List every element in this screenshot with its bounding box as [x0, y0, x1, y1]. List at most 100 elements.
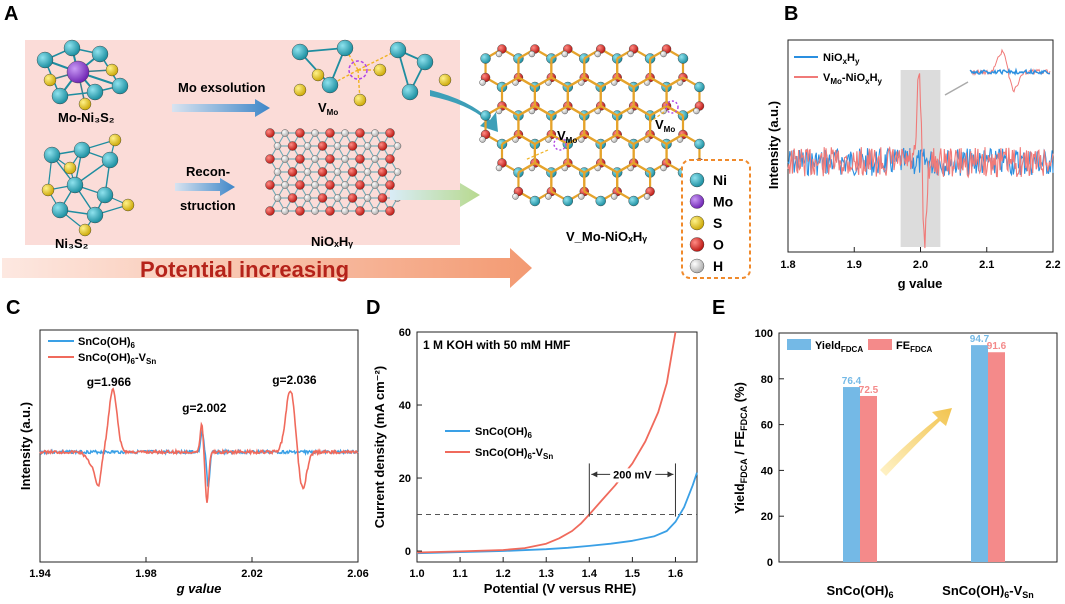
- h-atom: [363, 168, 372, 176]
- h-atom: [341, 207, 349, 215]
- panel-a-letter: A: [4, 3, 18, 25]
- o-atom: [265, 206, 275, 216]
- arrowhead-left: [591, 471, 598, 478]
- panel-e: E YieldFDCA FEFDCA 76.472.5 94.791.6 0 20 4…: [712, 297, 1058, 600]
- o-atom: [295, 154, 305, 164]
- ni-atom: [63, 39, 81, 57]
- o-atom: [385, 128, 395, 138]
- panel-e-bars: 76.472.5 94.791.6: [842, 334, 1007, 562]
- panel-b-xlabel: g value: [898, 276, 943, 291]
- panel-e-frame: [778, 332, 1058, 563]
- tick-label-c: 2.06: [347, 568, 368, 580]
- legend-atom-ni: [689, 172, 705, 188]
- bar-label-fe-1: 72.5: [859, 385, 879, 396]
- o-atom: [347, 141, 358, 151]
- honeycomb-bond: [534, 105, 552, 117]
- h-atom: [311, 155, 319, 163]
- o-atom: [385, 154, 395, 164]
- h-atom: [578, 193, 585, 200]
- o-atom: [295, 128, 305, 138]
- panel-c-annotations: g=1.966 g=2.002 g=2.036: [87, 373, 317, 415]
- honeycomb-bond: [633, 76, 651, 88]
- o-atom: [385, 206, 395, 216]
- panel-e-category-2: SnCo(OH)6-VSn: [942, 583, 1034, 600]
- ni3s2-structure: [41, 133, 135, 237]
- potential-increasing-banner: [2, 248, 532, 288]
- h-atom: [311, 207, 319, 215]
- mo-exsolution-label: Mo exsolution: [178, 80, 265, 95]
- legend-snco-vsn: SnCo(OH)6-VSn: [78, 352, 156, 366]
- legend-niox: NiOxHy: [823, 52, 860, 66]
- inset-niox: [969, 67, 1051, 76]
- legend-snco: SnCo(OH)6: [78, 336, 136, 350]
- h-atom: [495, 164, 503, 172]
- tick-label-d-y: 0: [405, 546, 411, 558]
- honeycomb-bond: [550, 162, 569, 174]
- h-atom: [273, 194, 282, 202]
- h-atom: [495, 50, 503, 58]
- tick-label-e-y: 100: [755, 328, 773, 340]
- o-atom: [287, 167, 298, 177]
- honeycomb-bond: [600, 133, 618, 145]
- h-atom: [643, 193, 651, 200]
- o-atom: [295, 206, 305, 216]
- panel-d-title: 1 M KOH with 50 mM HMF: [423, 338, 570, 352]
- panel-d-ylabel: Current density (mA cm⁻²): [372, 366, 387, 528]
- honeycomb-bond: [583, 162, 602, 174]
- honeycomb-bond: [600, 76, 618, 88]
- honeycomb-bond: [534, 133, 552, 145]
- h-atom: [341, 129, 349, 137]
- panel-e-y-axis: 0 20 40 60 80 100: [755, 328, 784, 569]
- h-atom: [281, 155, 289, 163]
- ni-atom: [562, 195, 574, 207]
- ni-atom: [51, 201, 69, 219]
- honeycomb-bond: [517, 162, 536, 174]
- ni-atom: [91, 45, 109, 63]
- honeycomb-bond: [616, 133, 635, 145]
- honeycomb-bond: [583, 133, 602, 145]
- honeycomb-bond: [616, 162, 635, 174]
- o-atom: [325, 180, 335, 190]
- honeycomb-bond: [567, 133, 585, 145]
- honeycomb-bond: [649, 76, 668, 88]
- o-atom: [287, 141, 298, 151]
- h-atom: [281, 181, 289, 189]
- s-atom: [78, 223, 92, 237]
- o-atom: [265, 154, 275, 164]
- ni-atom: [73, 141, 91, 159]
- tick-label-b: 2.1: [979, 259, 994, 271]
- o-atom: [325, 206, 335, 216]
- h-atom: [371, 129, 379, 137]
- ni-atom: [628, 195, 639, 207]
- legend-atom-label-s: S: [713, 215, 722, 231]
- honeycomb-bond: [649, 133, 668, 145]
- h-atom: [303, 142, 312, 150]
- inset-vmo: [970, 48, 1051, 93]
- legend-swatch-yield: [787, 339, 811, 350]
- legend-atom-label-h: H: [713, 258, 723, 274]
- bar-label-fe-2: 91.6: [987, 341, 1007, 352]
- honeycomb-bond: [550, 76, 569, 88]
- tick-label-b: 2.2: [1045, 259, 1060, 271]
- series-vmo-niox: [787, 73, 1054, 249]
- h-atom: [341, 155, 349, 163]
- bar-yield-2: [971, 345, 988, 562]
- honeycomb-bond: [567, 105, 585, 117]
- annotation-g-value: g=1.966: [87, 375, 132, 389]
- ni-atom: [36, 51, 54, 69]
- honeycomb-bond: [633, 162, 651, 174]
- mo-ni3s2-label: Mo-Ni₃S₂: [58, 110, 115, 125]
- o-atom: [317, 167, 328, 177]
- ni3s2-label: Ni₃S₂: [55, 236, 89, 251]
- legend-atom-mo: [689, 194, 705, 209]
- panel-c-letter: C: [6, 297, 20, 319]
- bar-label-yield-2: 94.7: [970, 334, 990, 345]
- h-atom: [371, 181, 379, 189]
- atom-legend: Ni Mo SOH: [689, 172, 733, 274]
- o-atom: [355, 206, 365, 216]
- ni-atom: [480, 53, 491, 64]
- ni-atom: [86, 206, 104, 224]
- h-atom: [281, 129, 289, 137]
- tick-label-e-y: 40: [761, 465, 773, 477]
